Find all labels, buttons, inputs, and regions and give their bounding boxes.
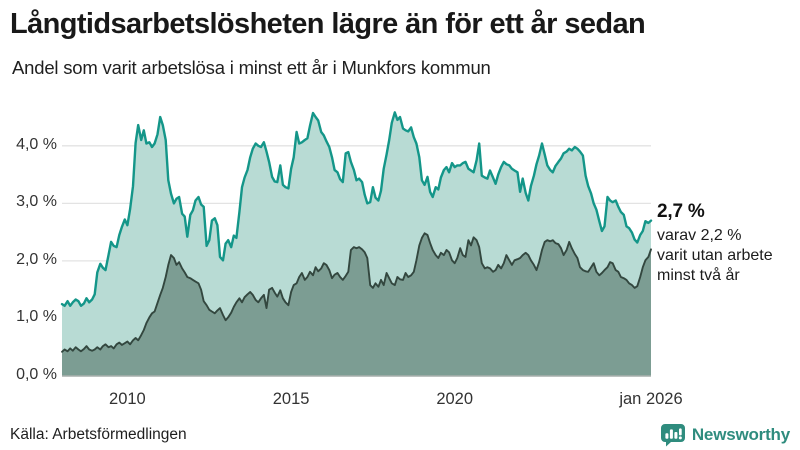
annotation-line-3: minst två år	[657, 267, 740, 284]
annotation-line-2: varit utan arbete	[657, 247, 773, 264]
end-value-annotation: 2,7 % varav 2,2 % varit utan arbete mins…	[657, 201, 797, 286]
line-series-2	[61, 232, 652, 353]
area-fill-series-2	[62, 233, 651, 376]
source-note: Källa: Arbetsförmedlingen	[10, 426, 187, 443]
line-series-1	[60, 111, 653, 307]
y-tick-label: 1,0 %	[16, 308, 57, 326]
x-tick-label: 2020	[436, 390, 474, 408]
y-tick-label: 4,0 %	[16, 135, 57, 153]
y-tick-label: 0,0 %	[16, 366, 57, 383]
x-tick-label: 2010	[109, 390, 146, 408]
x-tick-label: jan 2026	[619, 390, 683, 408]
y-tick-label: 2,0 %	[16, 250, 57, 268]
y-tick-label: 3,0 %	[16, 193, 57, 211]
page-title: Långtidsarbetslösheten lägre än för ett …	[10, 8, 646, 40]
newsworthy-chart-bubble-icon	[660, 423, 686, 447]
annotation-total-value: 2,7 %	[657, 201, 705, 222]
x-tick-label: 2015	[272, 390, 310, 408]
annotation-line-1: varav 2,2 %	[657, 227, 742, 244]
newsworthy-logo: Newsworthy	[660, 423, 790, 447]
chart-subtitle: Andel som varit arbetslösa i minst ett å…	[12, 57, 491, 78]
newsworthy-wordmark: Newsworthy	[691, 425, 790, 444]
